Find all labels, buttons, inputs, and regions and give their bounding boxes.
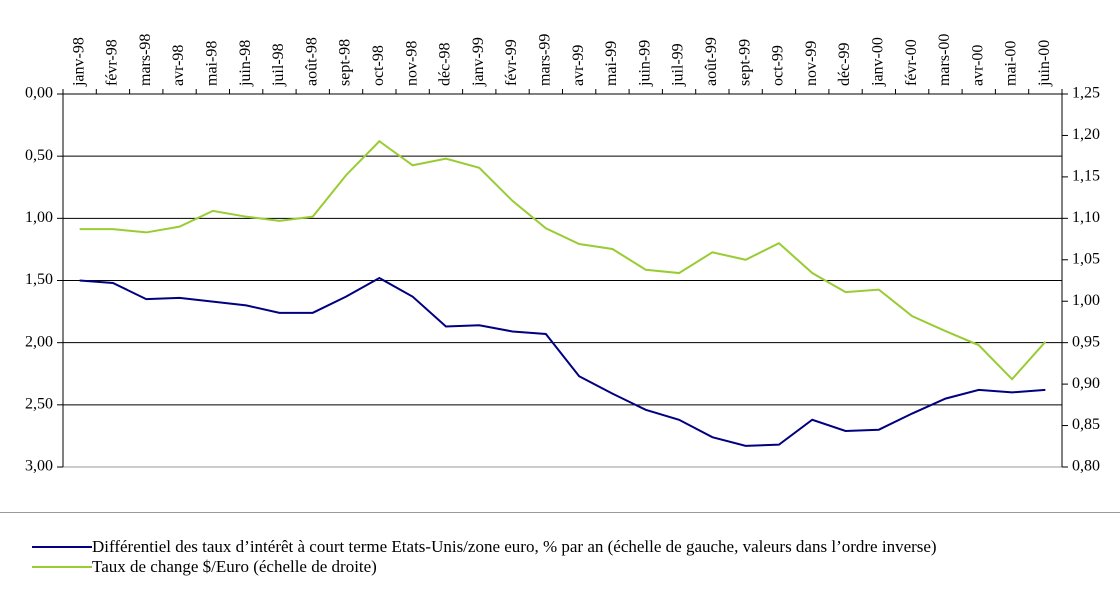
y-tick-label: 0,00 — [25, 85, 53, 102]
y-tick-label: 3,00 — [25, 458, 53, 475]
y-tick-label: 2,00 — [25, 333, 53, 350]
x-tick-label: nov-99 — [803, 41, 820, 86]
y2-tick-label: 0,80 — [1072, 458, 1100, 475]
x-tick-label: févr-99 — [503, 39, 520, 86]
y2-tick-label: 1,25 — [1072, 85, 1100, 102]
x-tick-label: mai-00 — [1003, 41, 1020, 86]
y-tick-label: 1,50 — [25, 271, 53, 288]
legend-swatch — [32, 566, 92, 568]
x-tick-label: août-98 — [303, 37, 320, 86]
y2-tick-label: 1,00 — [1072, 292, 1100, 309]
legend-swatch — [32, 546, 92, 548]
x-tick-label: sept-99 — [736, 39, 753, 86]
x-tick-label: août-99 — [703, 37, 720, 86]
y2-tick-label: 0,95 — [1072, 333, 1100, 350]
legend-entry: Différentiel des taux d’intérêt à court … — [32, 537, 1102, 557]
legend-label: Taux de change $/Euro (échelle de droite… — [92, 557, 377, 576]
y2-tick-label: 1,10 — [1072, 209, 1100, 226]
y2-tick-label: 1,05 — [1072, 250, 1100, 267]
x-tick-label: févr-00 — [903, 39, 920, 86]
x-tick-label: juin-99 — [636, 40, 653, 87]
series-line — [79, 276, 1046, 447]
y2-tick-label: 1,15 — [1072, 168, 1100, 185]
x-tick-label: janv-99 — [470, 37, 487, 87]
legend-entry: Taux de change $/Euro (échelle de droite… — [32, 557, 1102, 577]
chart: 0,00 0,50 1,00 1,50 2,00 2,50 3,00 0,80 0,85 0,90… — [25, 34, 1100, 475]
x-tick-label: déc-99 — [836, 42, 853, 86]
x-tick-label: avr-99 — [570, 45, 587, 86]
x-tick-label: oct-98 — [370, 45, 387, 86]
x-tick-label: janv-00 — [870, 37, 887, 87]
x-tick-label: mai-98 — [204, 41, 221, 86]
y-tick-label: 2,50 — [25, 396, 53, 413]
x-tick-label: juin-00 — [1036, 40, 1053, 87]
x-tick-label: avr-00 — [969, 45, 986, 86]
legend-label: Différentiel des taux d’intérêt à court … — [92, 537, 937, 556]
x-tick-label: mai-99 — [603, 41, 620, 86]
x-tick-label: nov-98 — [403, 41, 420, 86]
x-tick-label: déc-98 — [437, 42, 454, 86]
y-tick-label: 1,00 — [25, 209, 53, 226]
x-tick-label: juil-99 — [670, 43, 687, 87]
y2-tick-label: 1,20 — [1072, 126, 1100, 143]
x-tick-label: juin-98 — [237, 40, 254, 87]
x-tick-label: janv-98 — [70, 37, 87, 87]
series-line — [79, 139, 1047, 381]
x-tick-label: oct-99 — [770, 45, 787, 86]
legend: Différentiel des taux d’intérêt à court … — [32, 537, 1102, 577]
y-tick-label: 0,50 — [25, 147, 53, 164]
x-tick-label: sept-98 — [337, 39, 354, 86]
separator — [0, 512, 1120, 513]
y2-tick-label: 0,85 — [1072, 416, 1100, 433]
x-tick-label: avr-98 — [170, 45, 187, 86]
x-tick-label: févr-98 — [104, 39, 121, 86]
x-tick-label: mars-99 — [537, 34, 554, 86]
y2-tick-label: 0,90 — [1072, 375, 1100, 392]
x-tick-label: mars-00 — [936, 34, 953, 86]
x-tick-label: juil-98 — [270, 43, 287, 87]
x-tick-label: mars-98 — [137, 34, 154, 86]
